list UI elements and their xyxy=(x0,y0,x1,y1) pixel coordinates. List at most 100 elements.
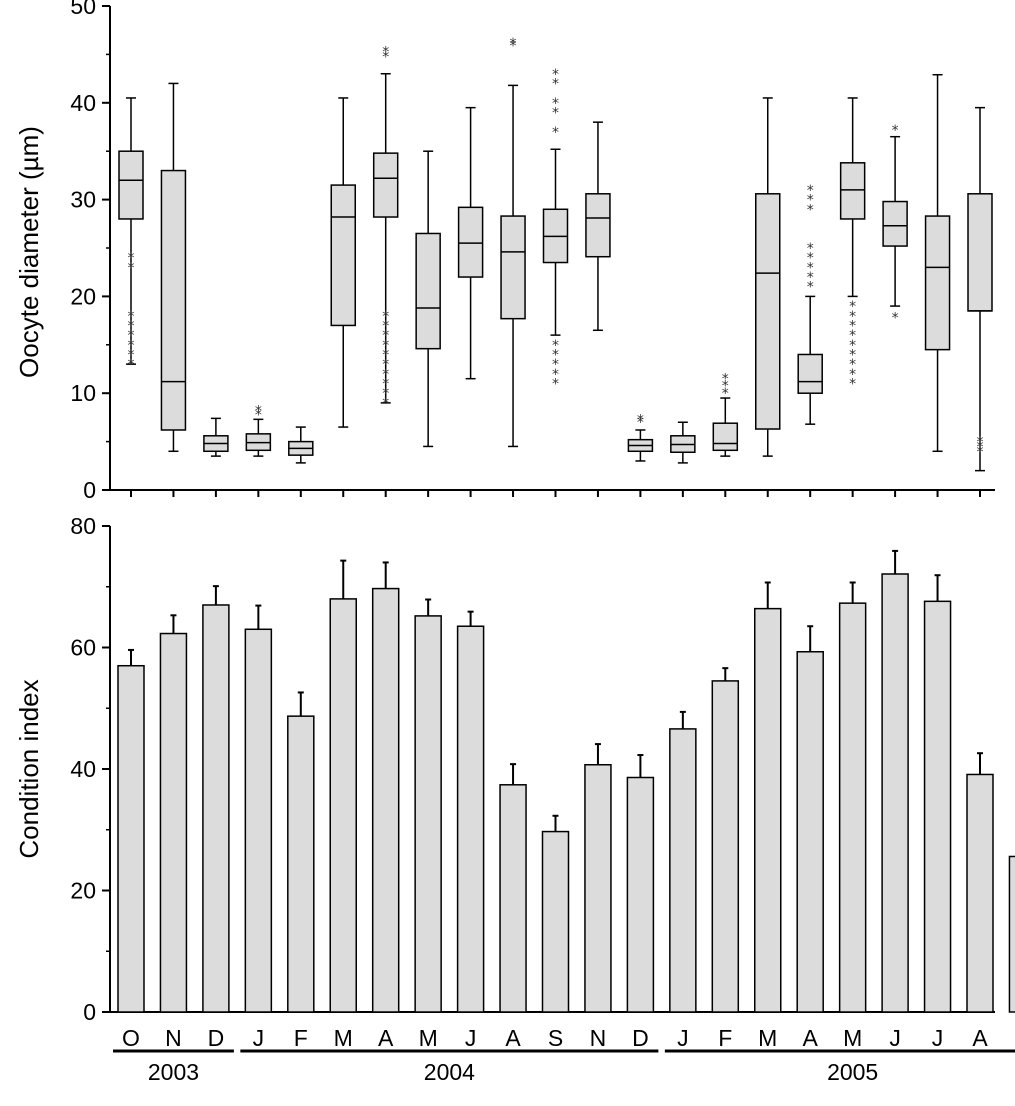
bar-group: O xyxy=(117,648,145,1051)
box-iqr xyxy=(967,193,993,312)
outlier-marker: * xyxy=(552,357,559,373)
month-tick-label: D xyxy=(208,1025,225,1051)
box-plot-group xyxy=(457,106,484,380)
box-plot-group xyxy=(585,121,611,332)
bar-group: A xyxy=(796,625,824,1051)
bar xyxy=(159,632,188,1013)
box-iqr xyxy=(585,193,611,258)
box-plot-group xyxy=(670,421,696,464)
bar-group: S xyxy=(541,814,570,1051)
bar-group: J xyxy=(456,610,485,1051)
month-tick-label: J xyxy=(932,1025,944,1051)
month-tick-label: F xyxy=(294,1025,308,1051)
month-tick-label: D xyxy=(632,1025,649,1051)
outlier-marker: * xyxy=(722,372,729,388)
outlier-marker: * xyxy=(128,347,135,363)
month-tick-label: J xyxy=(465,1025,477,1051)
bar-group: M xyxy=(838,581,867,1051)
month-tick-label: N xyxy=(590,1025,607,1051)
box-plot-group: ** xyxy=(627,412,654,462)
box-plot-group xyxy=(160,82,187,453)
outlier-marker: * xyxy=(382,357,389,373)
box-plot-group: ******** xyxy=(118,97,144,373)
bar xyxy=(584,763,612,1013)
box-plot-group: ** xyxy=(245,404,272,457)
outlier-marker: * xyxy=(637,415,644,431)
month-tick-label: A xyxy=(505,1025,521,1051)
bar-group: F xyxy=(287,691,315,1051)
bar-group: M xyxy=(754,581,782,1051)
outlier-marker: * xyxy=(128,318,135,334)
outlier-marker: * xyxy=(128,357,135,373)
top-y-tick-label: 20 xyxy=(70,283,96,309)
outlier-marker: * xyxy=(382,44,389,60)
outlier-marker: * xyxy=(977,444,984,460)
bar xyxy=(371,587,400,1013)
outlier-marker: * xyxy=(382,347,389,363)
outlier-marker: * xyxy=(552,377,559,393)
top-y-tick-label: 30 xyxy=(70,187,96,213)
bar xyxy=(838,602,867,1013)
outlier-marker: * xyxy=(382,386,389,402)
top-y-tick-label: 50 xyxy=(70,0,96,19)
box-iqr xyxy=(500,215,526,320)
outlier-marker: * xyxy=(637,412,644,428)
bottom-y-tick-label: 20 xyxy=(70,878,96,904)
outlier-marker: * xyxy=(382,396,389,412)
outlier-marker: * xyxy=(128,328,135,344)
bar-group: J xyxy=(923,574,952,1051)
bar xyxy=(881,573,909,1013)
bar-group: M xyxy=(414,598,442,1051)
outlier-marker: * xyxy=(552,125,559,141)
box-iqr xyxy=(839,162,866,220)
month-tick-label: M xyxy=(843,1025,862,1051)
bar xyxy=(287,715,315,1013)
box-iqr xyxy=(712,422,739,452)
bottom-y-tick-label: 40 xyxy=(70,756,96,782)
month-tick-label: A xyxy=(803,1025,819,1051)
bar xyxy=(541,830,570,1013)
box-iqr xyxy=(118,150,144,220)
box-plot-group xyxy=(203,417,229,457)
month-tick-label: J xyxy=(253,1025,265,1051)
outlier-marker: * xyxy=(552,76,559,92)
bar xyxy=(711,680,740,1013)
outlier-marker: * xyxy=(128,251,135,267)
outlier-marker: * xyxy=(510,39,517,55)
outlier-marker: * xyxy=(382,338,389,354)
month-tick-label: A xyxy=(972,1025,988,1051)
outlier-marker: * xyxy=(849,299,856,315)
month-tick-label: A xyxy=(378,1025,394,1051)
month-tick-label: J xyxy=(889,1025,901,1051)
outlier-marker: * xyxy=(382,49,389,65)
box-iqr xyxy=(924,215,951,351)
bar-group: J xyxy=(881,549,909,1051)
outlier-marker: * xyxy=(807,183,814,199)
bar-group: J xyxy=(669,710,697,1051)
outlier-marker: * xyxy=(807,260,814,276)
outlier-marker: * xyxy=(977,435,984,451)
outlier-marker: * xyxy=(382,318,389,334)
bar-group: J xyxy=(244,604,273,1051)
outlier-marker: * xyxy=(128,309,135,325)
outlier-marker: * xyxy=(807,193,814,209)
outlier-marker: * xyxy=(849,357,856,373)
top-y-tick-label: 40 xyxy=(70,90,96,116)
bar-group: A xyxy=(499,763,527,1051)
box-plot-group: ******** xyxy=(797,183,823,425)
box-plot-group xyxy=(415,150,441,448)
box-iqr xyxy=(160,169,187,431)
bar xyxy=(456,625,485,1013)
box-plot-group xyxy=(924,73,951,453)
outlier-marker: * xyxy=(382,309,389,325)
box-plot-group: *** xyxy=(967,106,993,472)
bar xyxy=(626,776,655,1013)
outlier-marker: * xyxy=(977,439,984,455)
outlier-marker: * xyxy=(382,328,389,344)
box-plot-group: ********** xyxy=(542,67,569,393)
box-plot-group: ** xyxy=(500,36,526,448)
outlier-marker: * xyxy=(510,36,517,52)
month-tick-label: S xyxy=(548,1025,563,1051)
outlier-marker: * xyxy=(892,123,899,139)
